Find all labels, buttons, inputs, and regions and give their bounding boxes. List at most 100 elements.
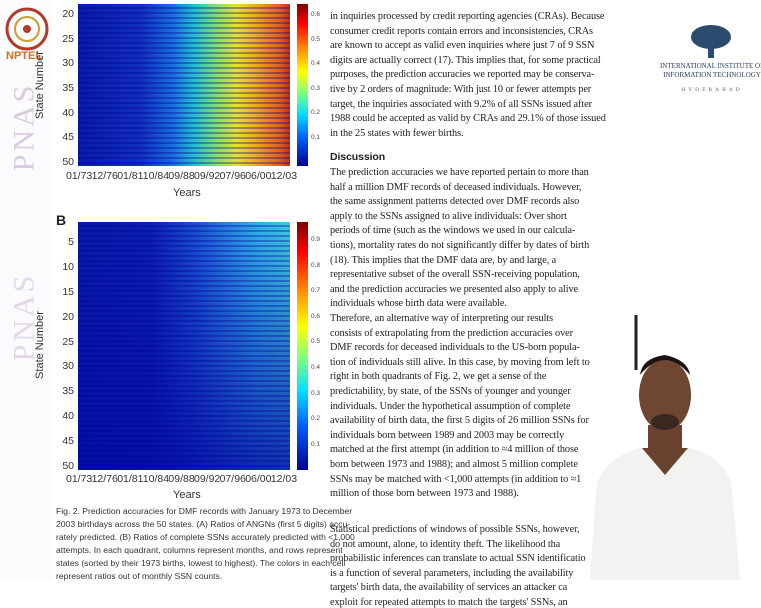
text-line: (18). This implies that the DMF data are…: [330, 255, 556, 266]
text-line: matched at the first attempt (in additio…: [330, 444, 578, 455]
text-line: born between 1973 and 1988); and almost …: [330, 459, 578, 470]
text-line: digits are actually correct (17). This i…: [330, 55, 601, 66]
y-axis-label: State Number: [34, 51, 46, 119]
colorbar-tick-label: 0.4: [311, 60, 320, 67]
logo-text: INTERNATIONAL INSTITUTE OF INFORMATION T…: [652, 62, 761, 95]
colorbar-tick-label: 0.3: [311, 390, 320, 397]
y-tick-label: 10: [54, 261, 74, 273]
y-tick-label: 30: [54, 360, 74, 372]
x-tick-label: 10/84: [143, 170, 169, 182]
text-line: exploit for repeated attempts to match t…: [330, 597, 568, 608]
text-line: individuals born between 1989 and 2003 m…: [330, 430, 564, 441]
y-tick-label: 30: [54, 57, 74, 69]
page: NPTEL PNAS PNAS State Number Years 20253…: [0, 0, 761, 580]
heatmap-b: [78, 222, 290, 470]
text-line: tion of individuals still alive. In this…: [330, 357, 590, 368]
y-tick-label: 45: [54, 435, 74, 447]
text-line: right in both quadrants of Fig. 2, we ge…: [330, 371, 546, 382]
y-tick-label: 20: [54, 8, 74, 20]
text-line: are known to accept as valid even inquir…: [330, 40, 594, 51]
x-tick-label: 01/73: [66, 473, 92, 485]
x-tick-label: 09/88: [168, 473, 194, 485]
text-line: availability of birth data, the first 5 …: [330, 415, 589, 426]
x-tick-label: 01/81: [117, 170, 143, 182]
text-line: apply to the SSNs assigned to alive indi…: [330, 211, 567, 222]
y-tick-label: 35: [54, 82, 74, 94]
x-tick-label: 07/96: [220, 170, 246, 182]
text-line: tive by 2 orders of magnitude: With just…: [330, 84, 591, 95]
text-line: targets' birth data, the availability of…: [330, 582, 567, 593]
y-tick-label: 15: [54, 286, 74, 298]
text-line: is a function of several parameters, inc…: [330, 568, 573, 579]
y-tick-label: 20: [54, 311, 74, 323]
y-tick-label: 5: [54, 236, 74, 248]
logo-line: HYDERABAD: [652, 86, 761, 95]
colorbar-tick-label: 0.4: [311, 364, 320, 371]
x-tick-label: 12/03: [271, 170, 297, 182]
colorbar-tick-label: 0.1: [311, 441, 320, 448]
colorbar-tick-label: 0.7: [311, 287, 320, 294]
colorbar-a: [297, 4, 308, 166]
colorbar-tick-label: 0.2: [311, 109, 320, 116]
text-line: probabilistic inferences can translate t…: [330, 553, 586, 564]
text-line: half a million DMF records of deceased i…: [330, 182, 582, 193]
text-line: DMF records for deceased individuals to …: [330, 342, 580, 353]
text-line: purposes, the prediction accuracies we r…: [330, 69, 594, 80]
y-tick-label: 50: [54, 156, 74, 168]
y-tick-label: 40: [54, 107, 74, 119]
colorbar-tick-label: 0.3: [311, 85, 320, 92]
y-tick-label: 25: [54, 336, 74, 348]
text-line: million of those born between 1973 and 1…: [330, 488, 519, 499]
y-tick-label: 40: [54, 410, 74, 422]
y-tick-label: 45: [54, 131, 74, 143]
x-tick-label: 01/81: [117, 473, 143, 485]
colorbar-tick-label: 0.1: [311, 134, 320, 141]
x-tick-label: 12/76: [92, 473, 118, 485]
text-line: tions), mortality rates do not significa…: [330, 240, 589, 251]
logo-line: INFORMATION TECHNOLOGY: [652, 71, 761, 80]
text-line: SSNs may be matched with <1,000 attempts…: [330, 474, 581, 485]
text-line: The prediction accuracies we have report…: [330, 167, 589, 178]
text-line: in the 25 states with fewer births.: [330, 128, 463, 139]
text-line: in inquiries processed by credit reporti…: [330, 11, 604, 22]
x-tick-label: 09/92: [194, 473, 220, 485]
text-line: Statistical predictions of windows of po…: [330, 524, 579, 535]
y-tick-label: 35: [54, 385, 74, 397]
x-axis-label: Years: [173, 489, 201, 501]
text-line: representative subset of the overall SSN…: [330, 269, 580, 280]
text-line: consumer credit reports contain errors a…: [330, 26, 593, 37]
heatmap-a: [78, 4, 290, 166]
text-line: 2003 birthdays across the 50 states. (A)…: [56, 519, 350, 529]
colorbar-tick-label: 0.6: [311, 11, 320, 18]
colorbar-tick-label: 0.5: [311, 36, 320, 43]
colorbar-tick-label: 0.2: [311, 415, 320, 422]
text-line: 1988 could be accepted as valid by CRAs …: [330, 113, 606, 124]
y-tick-label: 25: [54, 33, 74, 45]
x-axis-label: Years: [173, 187, 201, 199]
text-line: and the prediction accuracies we present…: [330, 284, 578, 295]
colorbar-tick-label: 0.5: [311, 338, 320, 345]
logo-line: INTERNATIONAL INSTITUTE OF: [652, 62, 761, 71]
colorbar-tick-label: 0.8: [311, 262, 320, 269]
x-tick-label: 10/84: [143, 473, 169, 485]
text-line: individuals whose birth data were availa…: [330, 298, 507, 309]
x-tick-label: 09/88: [168, 170, 194, 182]
text-line: individuals. Under the hypothetical assu…: [330, 401, 570, 412]
x-tick-label: 06/00: [245, 473, 271, 485]
text-line: rately predicted. (B) Ratios of complete…: [56, 532, 355, 542]
text-line: predictability, by state, of the SSNs of…: [330, 386, 571, 397]
colorbar-b: [297, 222, 308, 470]
text-line: consists of extrapolating from the predi…: [330, 328, 573, 339]
section-heading: Discussion: [330, 151, 385, 163]
x-tick-label: 06/00: [245, 170, 271, 182]
text-line: the same assignment patterns detected ov…: [330, 196, 579, 207]
text-line: Fig. 2. Prediction accuracies for DMF re…: [56, 506, 352, 516]
colorbar-tick-label: 0.6: [311, 313, 320, 320]
panel-letter: B: [56, 212, 66, 228]
nptel-emblem: [4, 6, 50, 52]
x-tick-label: 12/76: [92, 170, 118, 182]
x-tick-label: 09/92: [194, 170, 220, 182]
presenter: [560, 300, 761, 580]
x-tick-label: 01/73: [66, 170, 92, 182]
text-line: periods of time (such as the windows we …: [330, 225, 575, 236]
